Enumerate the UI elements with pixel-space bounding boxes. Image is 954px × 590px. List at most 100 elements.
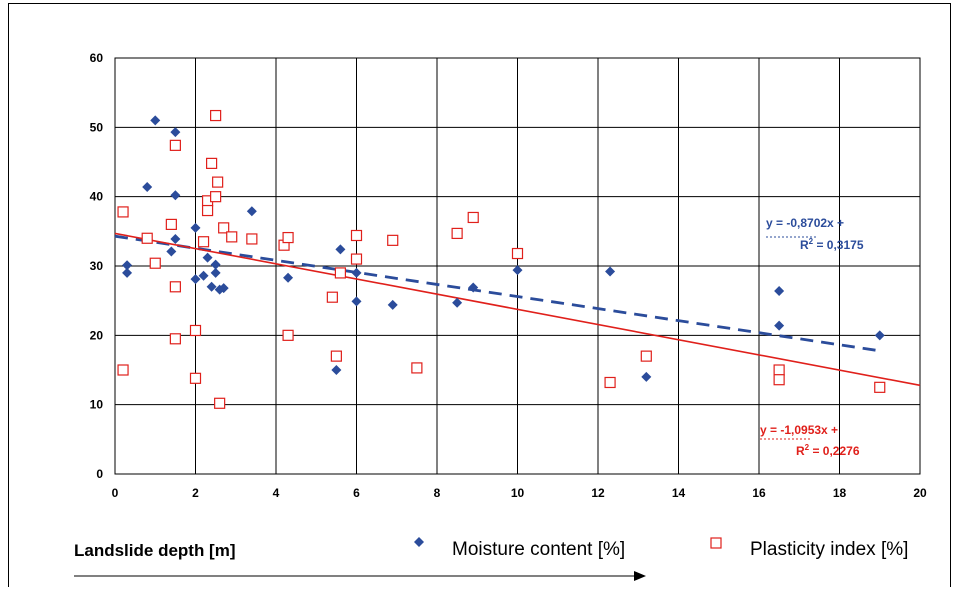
- plasticity-point: [214, 397, 226, 409]
- plasticity-point: [334, 267, 346, 279]
- moisture-point: [874, 330, 885, 341]
- x-tick-label: 12: [591, 486, 605, 500]
- moisture-point: [142, 181, 153, 192]
- plasticity-point: [201, 204, 214, 217]
- plasticity-point: [411, 362, 423, 374]
- red-trend-r2: R2 = 0,2276: [796, 443, 860, 458]
- plasticity-point: [226, 231, 238, 243]
- trendlines: [114, 232, 921, 387]
- chart-frame: [8, 3, 951, 587]
- x-tick-label: 18: [833, 486, 847, 500]
- y-tick-label: 20: [90, 328, 104, 342]
- moisture-point: [468, 282, 479, 293]
- blue-trend-equation: y = -0,8702x +: [766, 216, 844, 230]
- y-tick-label: 30: [90, 259, 104, 273]
- moisture-point: [452, 297, 463, 308]
- x-tick-label: 2: [192, 486, 199, 500]
- y-tick-label: 40: [90, 190, 104, 204]
- moisture-point: [202, 252, 213, 263]
- y-tick-label: 10: [90, 398, 104, 412]
- moisture-point: [335, 244, 346, 255]
- plasticity-point: [640, 350, 652, 362]
- moisture-point: [641, 371, 652, 382]
- moisture-point: [210, 259, 221, 270]
- legend-diamond-icon: [414, 537, 424, 547]
- x-tick-label: 8: [434, 486, 441, 500]
- plasticity-point: [189, 324, 202, 337]
- moisture-point: [190, 274, 201, 285]
- plasticity-point: [330, 350, 342, 362]
- plasticity-point: [246, 233, 258, 245]
- plasticity-point: [773, 374, 785, 386]
- legend-square-icon: [710, 537, 722, 549]
- moisture-point: [331, 365, 342, 375]
- red-trend-equation: y = -1,0953x +: [760, 423, 838, 437]
- plasticity-point: [165, 218, 177, 230]
- plasticity-point: [511, 247, 524, 260]
- plasticity-trendline: [114, 232, 921, 387]
- plasticity-point: [282, 329, 294, 341]
- x-tick-label: 6: [353, 486, 360, 500]
- moisture-point: [170, 233, 181, 244]
- moisture-point: [210, 267, 221, 278]
- x-tick-label: 0: [112, 486, 119, 500]
- plasticity-point: [282, 231, 294, 244]
- plasticity-point: [197, 236, 210, 248]
- x-axis-label: Landslide depth [m]: [74, 541, 236, 560]
- moisture-point: [166, 246, 177, 257]
- x-tick-label: 4: [273, 486, 280, 500]
- legend-moisture-label: Moisture content [%]: [452, 539, 626, 560]
- plasticity-point: [141, 232, 153, 244]
- legend-plasticity-label: Plasticity index [%]: [750, 539, 909, 560]
- plasticity-point: [773, 364, 785, 376]
- arrow-head-icon: [634, 571, 646, 581]
- moisture-point: [512, 265, 523, 276]
- moisture-point: [218, 283, 229, 294]
- y-tick-label: 60: [90, 51, 104, 65]
- data-points: [117, 109, 886, 409]
- x-tick-label: 16: [752, 486, 766, 500]
- plasticity-point: [874, 381, 886, 393]
- moisture-point: [283, 272, 294, 283]
- plasticity-point: [206, 157, 218, 169]
- plasticity-point: [467, 211, 479, 224]
- x-tick-label: 14: [672, 486, 686, 500]
- y-tick-label: 50: [90, 120, 104, 134]
- moisture-point: [206, 281, 217, 292]
- plasticity-point: [169, 139, 181, 151]
- plasticity-point: [604, 376, 616, 389]
- plasticity-point: [117, 206, 129, 218]
- moisture-point: [150, 115, 161, 126]
- moisture-point: [170, 127, 181, 138]
- x-tick-label: 10: [511, 486, 525, 500]
- moisture-point: [351, 296, 362, 307]
- blue-trend-r2: R2 = 0,3175: [800, 237, 864, 252]
- plasticity-point: [189, 372, 202, 384]
- moisture-point: [122, 260, 133, 271]
- x-tick-label: 20: [913, 486, 927, 500]
- moisture-point: [387, 299, 398, 310]
- moisture-point: [246, 206, 257, 217]
- moisture-point: [605, 266, 616, 277]
- x-axis-tick-labels: 0 2 4 6 8 10 12 14 16 18 20: [112, 486, 927, 500]
- plasticity-point: [387, 234, 399, 246]
- plasticity-point: [169, 333, 181, 345]
- plasticity-point: [169, 281, 181, 293]
- plasticity-point: [212, 176, 224, 188]
- grid-lines: [114, 57, 921, 475]
- moisture-point: [198, 270, 209, 281]
- moisture-point: [351, 267, 362, 278]
- plasticity-point: [326, 291, 338, 303]
- plasticity-point: [117, 364, 129, 376]
- moisture-point: [170, 190, 181, 201]
- plasticity-point: [350, 229, 363, 242]
- plasticity-point: [149, 257, 161, 269]
- moisture-point: [190, 222, 201, 233]
- y-tick-label: 0: [96, 467, 103, 481]
- plasticity-point: [210, 191, 222, 203]
- plasticity-point: [218, 222, 230, 234]
- moisture-point: [774, 320, 785, 331]
- plasticity-point: [210, 109, 222, 122]
- moisture-point: [122, 267, 133, 278]
